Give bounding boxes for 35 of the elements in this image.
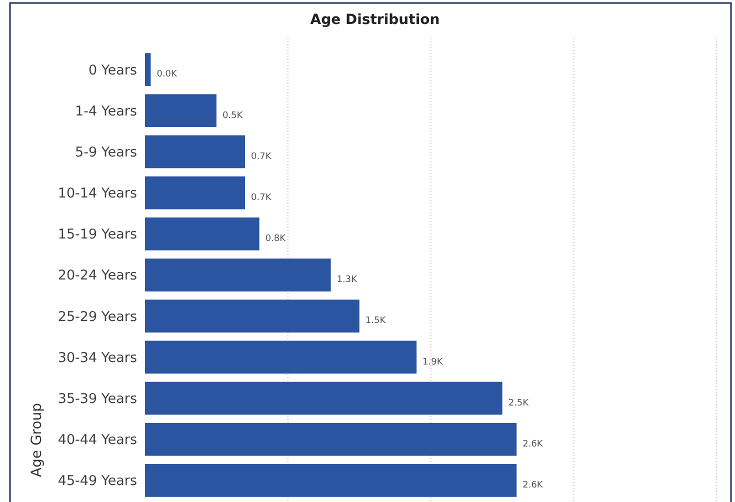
y-tick-label: 10-14 Years [58,186,137,202]
data-label: 2.6K [522,480,544,491]
y-tick-label: 30-34 Years [58,350,137,366]
bar [145,300,360,333]
y-tick-label: 45-49 Years [58,473,137,490]
y-tick-label: 20-24 Years [58,268,137,284]
y-axis-title: Age Group [29,402,45,478]
data-label: 1.3K [336,275,358,286]
bar [145,135,246,168]
y-tick-label: 35-39 Years [58,391,137,407]
data-label: 2.6K [522,440,544,450]
bar [145,53,151,86]
bar [145,422,517,456]
bar [145,217,260,250]
y-tick-label: 0 Years [88,62,137,78]
y-tick-label: 1-4 Years [75,103,137,120]
data-label: 0.7K [251,192,272,203]
chart-title: Age Distribution [310,12,440,28]
data-label: 0.5K [222,110,244,121]
data-label: 0.7K [251,152,272,162]
data-label: 1.5K [365,316,387,326]
bar [145,464,517,497]
y-tick-label: 25-29 Years [58,308,137,325]
data-label: 0.0K [156,70,178,80]
data-label: 0.8K [265,234,287,244]
bar [145,258,331,292]
bar [145,340,417,374]
y-tick-label: 15-19 Years [58,226,137,243]
bar [145,176,246,210]
data-label: 1.9K [422,357,444,368]
bar [145,94,216,128]
bar [145,382,502,415]
y-tick-label: 40-44 Years [58,432,137,448]
y-tick-label: 5-9 Years [75,144,137,160]
data-label: 2.5K [508,398,530,408]
